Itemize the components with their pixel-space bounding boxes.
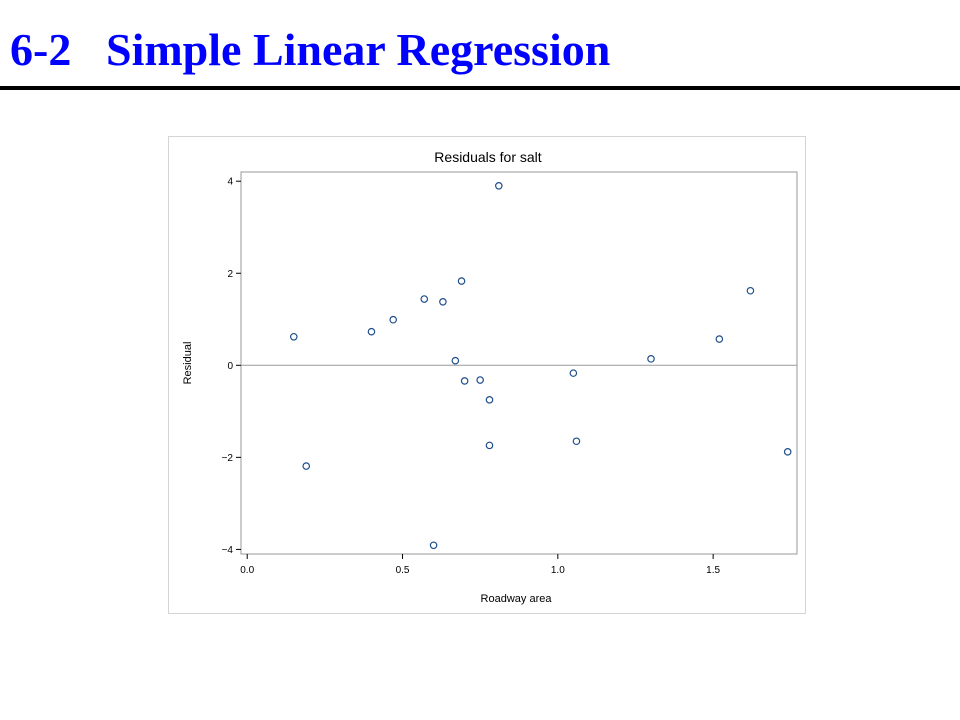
residual-point bbox=[495, 182, 503, 190]
residual-plot-frame: Residuals for salt 0.0 0.5 1.0 1.5 −4 −2 0 2 4 R… bbox=[168, 136, 806, 614]
residual-point bbox=[429, 541, 438, 550]
x-tick-label: 0.0 bbox=[240, 565, 254, 576]
y-tick-label: −4 bbox=[222, 545, 234, 556]
residual-point bbox=[783, 448, 792, 456]
slide-title-text: Simple Linear Regression bbox=[106, 24, 611, 75]
y-axis-label: Residual bbox=[182, 342, 194, 385]
y-tick-label: 0 bbox=[227, 361, 233, 372]
residual-point bbox=[439, 297, 447, 306]
plot-area bbox=[240, 171, 798, 555]
residual-point bbox=[389, 315, 398, 324]
x-tick-label: 0.5 bbox=[396, 565, 410, 576]
residual-point bbox=[290, 332, 298, 341]
residual-point bbox=[420, 295, 429, 303]
residual-point bbox=[569, 369, 578, 377]
x-tick-label: 1.0 bbox=[551, 565, 565, 576]
residual-point bbox=[572, 437, 581, 446]
residual-point bbox=[457, 277, 466, 285]
x-axis-label: Roadway area bbox=[481, 593, 553, 605]
title-underline-rule bbox=[0, 86, 960, 90]
slide-section-number: 6-2 bbox=[10, 24, 72, 75]
residual-point bbox=[715, 335, 724, 343]
x-tick-label: 1.5 bbox=[706, 565, 720, 576]
residual-point bbox=[367, 327, 376, 336]
residual-point bbox=[647, 355, 655, 363]
residual-point bbox=[451, 356, 460, 365]
residual-point bbox=[485, 396, 494, 404]
slide-title: 6-2 Simple Linear Regression bbox=[10, 22, 610, 78]
y-tick-label: 4 bbox=[227, 177, 233, 188]
residual-point bbox=[460, 377, 469, 385]
residual-point bbox=[302, 462, 311, 470]
residual-point bbox=[746, 286, 755, 295]
residual-point bbox=[476, 376, 484, 384]
chart-title: Residuals for salt bbox=[434, 149, 541, 165]
y-tick-label: 2 bbox=[227, 269, 233, 280]
residual-point bbox=[485, 441, 494, 450]
residual-scatter-plot: Residuals for salt 0.0 0.5 1.0 1.5 −4 −2 0 2 4 R… bbox=[182, 149, 798, 605]
y-tick-label: −2 bbox=[222, 453, 234, 464]
